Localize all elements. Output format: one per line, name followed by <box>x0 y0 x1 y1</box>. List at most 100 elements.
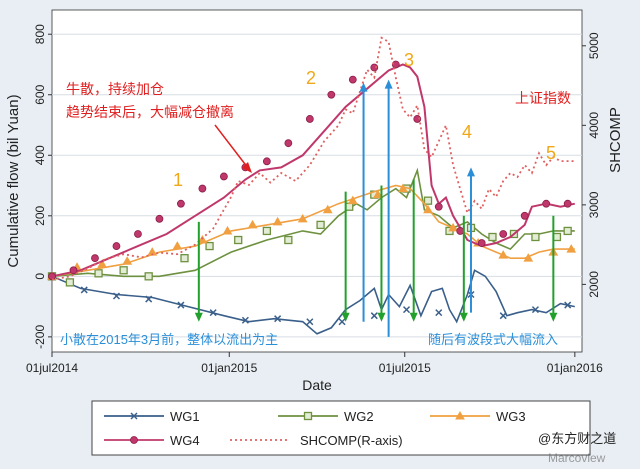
wg4-marker <box>198 184 207 193</box>
wg1-marker <box>274 315 282 323</box>
annotation-number-3: 3 <box>404 50 414 70</box>
annotation-bottom-left: 小散在2015年3月前，整体以流出为主 <box>60 332 278 347</box>
annotation-top-left-line2: 趋势结束后，大幅减仓撤离 <box>66 104 234 120</box>
wg3-marker <box>455 410 465 420</box>
green-arrow-head <box>377 312 386 322</box>
y-axis-title: Cumulative flow (bil Yuan) <box>5 94 22 267</box>
wg3-marker <box>122 256 133 265</box>
legend-item <box>278 411 338 421</box>
wg2-marker <box>65 278 75 287</box>
green-arrow-head <box>549 312 558 322</box>
wg3-marker <box>423 204 433 214</box>
wg1-marker <box>241 316 249 324</box>
wg3-marker <box>172 241 183 250</box>
legend <box>91 400 591 456</box>
y-tick-label: 400 <box>33 145 47 165</box>
legend-label: SHCOMP(R-axis) <box>300 433 403 448</box>
wg3-marker <box>322 204 333 214</box>
x-tick-label: 01jul2015 <box>379 361 431 375</box>
red-annotation-arrow <box>214 124 249 169</box>
wg4-marker <box>48 272 56 281</box>
wg4-marker <box>69 266 78 275</box>
wg4-marker <box>155 214 164 223</box>
legend-item <box>104 412 164 420</box>
green-arrow-head <box>341 312 350 322</box>
wg1-marker <box>435 309 443 317</box>
y-tick-label: 200 <box>33 205 47 225</box>
plot-area <box>51 9 583 353</box>
series-line <box>51 167 575 278</box>
legend-item <box>104 436 164 444</box>
wg3-marker <box>97 259 107 268</box>
y2-axis-title: SHCOMP <box>607 107 624 173</box>
wg3-marker <box>247 219 258 229</box>
y2-tick-label: 5000 <box>587 32 601 59</box>
wg3-marker <box>373 189 383 199</box>
blue-arrow-head <box>466 167 475 177</box>
wg2-marker <box>205 241 214 251</box>
x-tick-label: 01jan2015 <box>201 361 257 375</box>
red-annotation-arrow-head <box>242 162 252 173</box>
legend-label: WG4 <box>170 433 200 448</box>
wg4-marker <box>130 436 138 444</box>
annotation-top-left-line1: 牛散，持续加仓 <box>66 81 164 97</box>
wg4-marker <box>563 199 572 208</box>
wg4-marker <box>499 230 508 238</box>
wg3-marker <box>297 213 308 223</box>
wg4-marker <box>542 199 551 208</box>
series-line <box>51 184 575 278</box>
wg1-marker <box>402 306 411 314</box>
x-axis-title: Date <box>302 377 332 393</box>
series-line <box>51 63 576 278</box>
annotation-number-4: 4 <box>462 122 472 142</box>
wg3-marker <box>448 222 458 232</box>
wg4-marker <box>477 239 486 247</box>
wg4-marker <box>177 199 185 208</box>
legend-label: WG2 <box>344 409 374 424</box>
wg4-marker <box>327 90 336 99</box>
wg2-marker <box>316 220 325 230</box>
y-tick-label: 600 <box>33 84 47 104</box>
x-tick-label: 01jan2016 <box>547 361 603 375</box>
legend-label: WG3 <box>496 409 526 424</box>
wg1-marker <box>370 312 378 320</box>
watermark-line1: @东方财之道 <box>538 431 616 446</box>
wg2-marker <box>563 226 572 236</box>
x-tick-label: 01jul2014 <box>26 361 78 375</box>
wg4-marker <box>305 115 314 123</box>
wg4-marker <box>370 63 379 72</box>
wg3-marker <box>347 195 358 205</box>
green-arrow-head <box>409 312 418 322</box>
wg4-marker <box>284 139 293 148</box>
y-tick-label: -200 <box>33 325 47 349</box>
wg2-marker <box>234 235 243 245</box>
wg3-marker <box>272 216 283 226</box>
y-tick-label: 800 <box>33 24 47 44</box>
wg1-marker <box>177 301 185 309</box>
wg2-marker <box>423 196 433 205</box>
green-arrow-head <box>459 312 468 322</box>
wg4-marker <box>413 115 422 123</box>
wg4-marker <box>348 75 357 84</box>
legend-item <box>430 410 490 420</box>
wg2-marker <box>119 266 128 275</box>
y2-tick-label: 3000 <box>587 191 601 218</box>
wg1-marker <box>209 309 217 317</box>
blue-arrow-head <box>384 79 393 89</box>
wg4-marker <box>112 242 121 250</box>
wg1-marker <box>564 301 572 309</box>
wg2-marker <box>531 232 540 242</box>
wg3-marker <box>222 225 233 235</box>
wg1-marker <box>306 318 314 326</box>
green-arrow-head <box>194 312 203 322</box>
wg3-marker <box>498 250 509 259</box>
wg1-marker <box>531 306 539 314</box>
annotation-bottom-right: 随后有波段式大幅流入 <box>428 332 558 347</box>
wg1-marker <box>145 295 153 303</box>
wg3-marker <box>523 253 534 262</box>
wg1-marker <box>338 318 346 326</box>
wg2-marker <box>144 272 153 281</box>
wg1-marker <box>130 412 138 420</box>
series-line <box>51 269 575 335</box>
wg1-marker <box>499 312 507 320</box>
